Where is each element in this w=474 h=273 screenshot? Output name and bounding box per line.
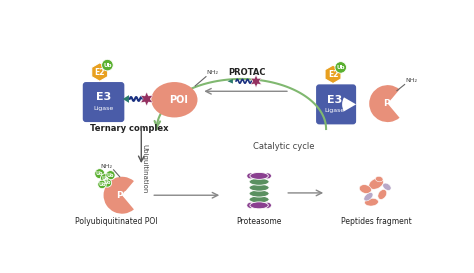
Circle shape: [335, 62, 346, 73]
Ellipse shape: [364, 192, 373, 201]
Circle shape: [100, 174, 109, 183]
Wedge shape: [342, 97, 356, 111]
Text: Peptides fragment: Peptides fragment: [341, 217, 411, 226]
Ellipse shape: [249, 196, 269, 203]
Text: Ub: Ub: [107, 173, 114, 178]
Text: Catalytic cycle: Catalytic cycle: [253, 142, 314, 151]
Wedge shape: [369, 85, 400, 122]
Circle shape: [103, 179, 112, 187]
Ellipse shape: [250, 202, 268, 209]
Text: Ub: Ub: [98, 182, 106, 187]
Ellipse shape: [249, 184, 269, 191]
Text: E3: E3: [96, 93, 111, 102]
Text: Polyubiquitinated POI: Polyubiquitinated POI: [74, 217, 157, 226]
FancyBboxPatch shape: [316, 84, 356, 124]
Ellipse shape: [264, 202, 271, 208]
Ellipse shape: [383, 183, 391, 191]
Ellipse shape: [249, 178, 269, 185]
Ellipse shape: [359, 185, 372, 194]
Ellipse shape: [247, 202, 255, 208]
Text: Ub: Ub: [337, 65, 345, 70]
Text: PROTAC: PROTAC: [228, 67, 265, 76]
Ellipse shape: [375, 176, 383, 182]
Polygon shape: [251, 75, 261, 87]
Ellipse shape: [378, 189, 387, 199]
Ellipse shape: [264, 173, 271, 179]
Wedge shape: [103, 177, 134, 214]
Polygon shape: [91, 63, 108, 81]
Text: Ligase: Ligase: [93, 106, 114, 111]
Ellipse shape: [369, 178, 383, 189]
Text: E2: E2: [94, 67, 105, 76]
Circle shape: [106, 171, 115, 180]
Text: Proteasome: Proteasome: [237, 217, 282, 226]
Ellipse shape: [249, 190, 269, 197]
Text: NH₂: NH₂: [101, 164, 113, 169]
Text: Ub: Ub: [103, 63, 112, 68]
Polygon shape: [325, 65, 341, 84]
Polygon shape: [228, 79, 233, 84]
Text: NH₂: NH₂: [405, 78, 418, 83]
Ellipse shape: [151, 82, 198, 117]
Ellipse shape: [365, 198, 378, 206]
Text: Ligase: Ligase: [324, 108, 345, 113]
Polygon shape: [141, 92, 153, 106]
Text: Ternary complex: Ternary complex: [91, 124, 169, 133]
Text: POI: POI: [169, 95, 188, 105]
Circle shape: [98, 180, 106, 189]
Text: Ubiquitination: Ubiquitination: [141, 144, 147, 194]
Text: E3: E3: [327, 95, 342, 105]
Ellipse shape: [250, 173, 268, 179]
Circle shape: [101, 59, 113, 71]
Text: POI: POI: [383, 99, 401, 108]
Text: Ub: Ub: [96, 171, 103, 176]
Text: Ub: Ub: [101, 176, 109, 181]
Polygon shape: [123, 95, 129, 103]
Text: POI: POI: [116, 191, 134, 200]
Ellipse shape: [247, 173, 255, 179]
FancyBboxPatch shape: [83, 82, 124, 122]
Text: Ub: Ub: [104, 180, 111, 185]
Text: NH₂: NH₂: [207, 70, 219, 75]
Text: E2: E2: [328, 70, 338, 79]
Circle shape: [95, 169, 105, 179]
